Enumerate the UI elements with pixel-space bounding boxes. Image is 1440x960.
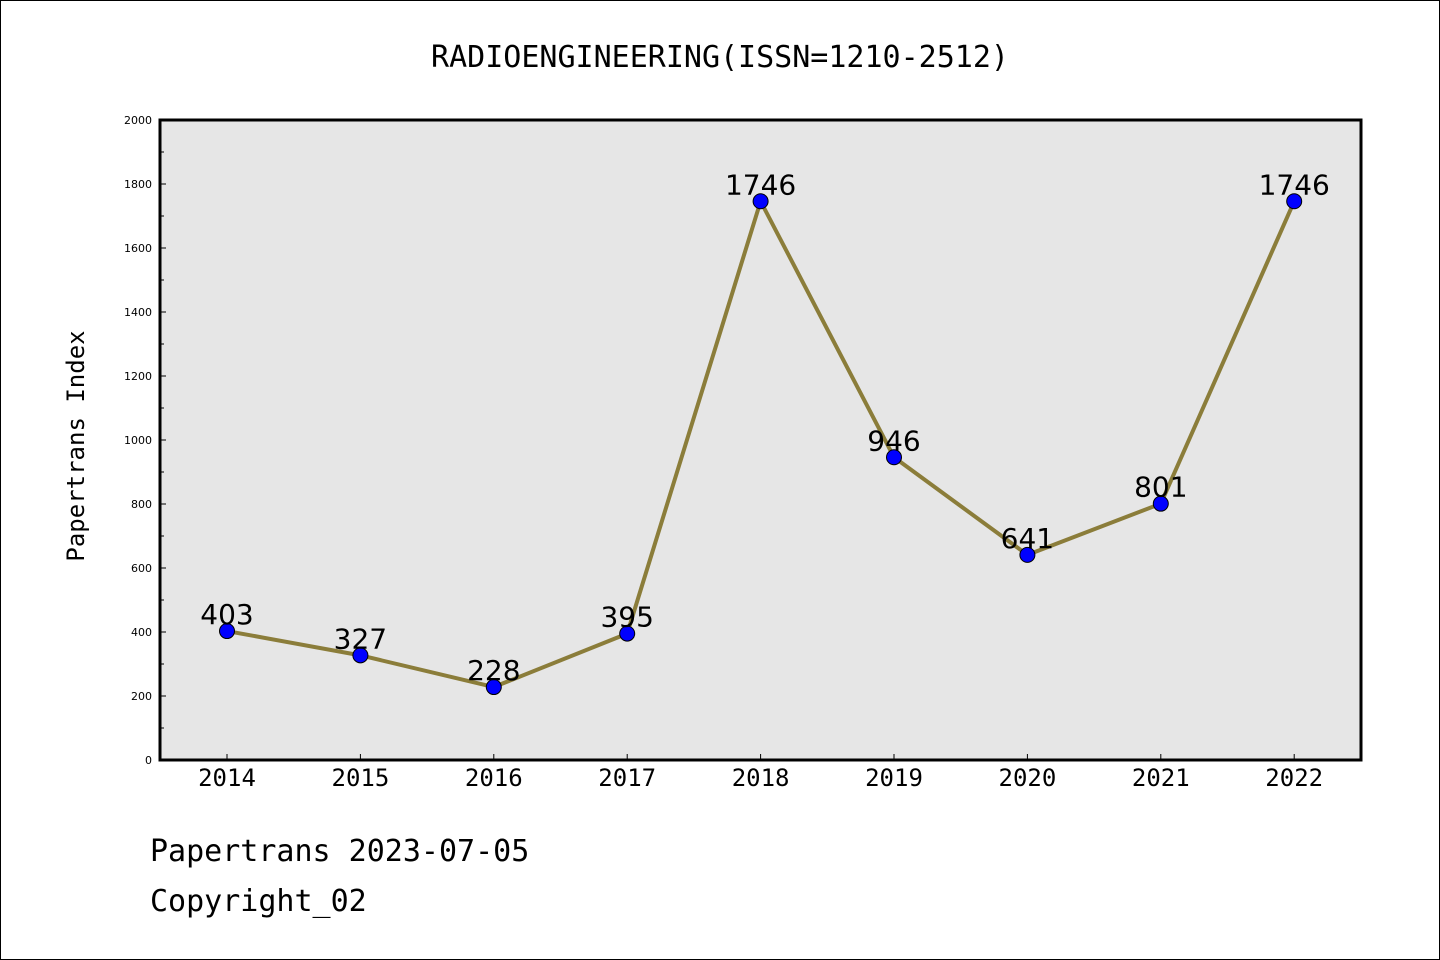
data-point-marker bbox=[886, 449, 902, 466]
x-tick-label: 2017 bbox=[598, 764, 656, 792]
data-point-marker bbox=[352, 647, 369, 664]
data-label: 228 bbox=[467, 654, 520, 687]
data-point-marker bbox=[219, 623, 235, 640]
data-point-marker bbox=[1152, 495, 1169, 512]
data-label: 1746 bbox=[1259, 168, 1330, 201]
y-tick-label: 1800 bbox=[124, 178, 152, 191]
data-label: 946 bbox=[867, 424, 920, 457]
y-tick-label: 1000 bbox=[124, 434, 152, 447]
y-tick-label: 600 bbox=[131, 562, 152, 575]
y-tick-label: 1600 bbox=[124, 242, 152, 255]
data-label: 403 bbox=[200, 598, 253, 631]
x-tick-label: 2020 bbox=[999, 764, 1057, 792]
x-tick-label: 2021 bbox=[1132, 764, 1190, 792]
data-point-marker bbox=[619, 625, 636, 642]
data-label: 395 bbox=[600, 601, 653, 634]
data-point-marker bbox=[1019, 546, 1036, 563]
series-group bbox=[219, 193, 1303, 696]
data-point-marker bbox=[485, 679, 502, 696]
x-tick-label: 2019 bbox=[865, 764, 923, 792]
x-tick-label: 2015 bbox=[332, 764, 390, 792]
data-point-marker bbox=[752, 193, 769, 210]
x-tick-label: 2014 bbox=[198, 764, 256, 792]
data-label: 1746 bbox=[725, 168, 796, 201]
data-labels: 403 327 228 395 1746 946 641 801 1746 bbox=[200, 168, 1330, 687]
y-tick-label: 200 bbox=[131, 690, 152, 703]
data-label: 327 bbox=[334, 622, 387, 655]
y-tick-label: 1200 bbox=[124, 370, 152, 383]
footer-date-text: Papertrans 2023-07-05 bbox=[150, 834, 530, 869]
data-label: 641 bbox=[1001, 522, 1054, 555]
data-label: 801 bbox=[1134, 471, 1187, 504]
footer-copyright-text: Copyright_02 bbox=[150, 884, 367, 919]
x-tick-label: 2022 bbox=[1265, 764, 1323, 792]
x-tick-label: 2016 bbox=[465, 764, 523, 792]
y-tick-label: 2000 bbox=[124, 114, 152, 127]
y-tick-label: 400 bbox=[131, 626, 152, 639]
chart-title: RADIOENGINEERING(ISSN=1210-2512) bbox=[431, 40, 1009, 75]
y-axis-ticks: 0 200 400 600 800 1000 1200 1400 1600 1800 2000 bbox=[124, 114, 166, 767]
y-tick-label: 0 bbox=[145, 754, 152, 767]
plot-area bbox=[158, 118, 1363, 762]
x-axis-ticks: 2014 2015 2016 2017 2018 2019 2020 2021 2022 bbox=[198, 754, 1323, 792]
y-tick-label: 800 bbox=[131, 498, 152, 511]
y-tick-label: 1400 bbox=[124, 306, 152, 319]
data-point-marker bbox=[1286, 193, 1303, 210]
y-axis-label: Papertrans Index bbox=[62, 330, 90, 561]
x-tick-label: 2018 bbox=[732, 764, 790, 792]
